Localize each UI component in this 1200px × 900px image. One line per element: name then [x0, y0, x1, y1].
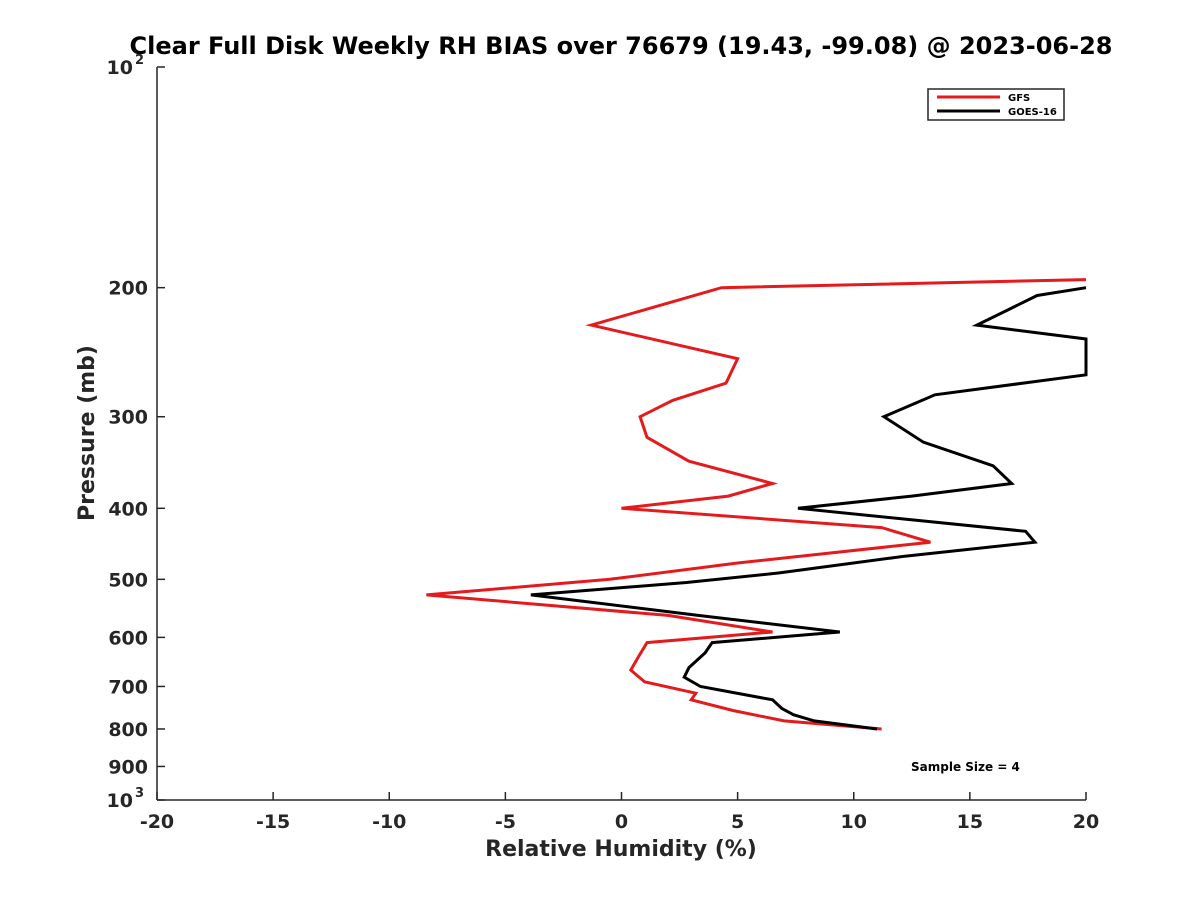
y-tick-label: 300: [108, 407, 148, 429]
legend-label-gfs: GFS: [1008, 93, 1030, 104]
sample-size-annotation: Sample Size = 4: [911, 760, 1020, 774]
y-tick-label: 10: [107, 57, 133, 79]
y-tick-exponent: 3: [135, 786, 144, 801]
y-tick-label: 200: [108, 278, 148, 300]
y-tick-label: 900: [108, 756, 148, 778]
x-tick-label: 15: [957, 811, 983, 833]
x-tick-label: 20: [1073, 811, 1099, 833]
y-tick-label: 10: [107, 790, 133, 812]
y-tick-label: 700: [108, 676, 148, 698]
y-tick-exponent: 2: [135, 53, 144, 68]
x-axis-label: Relative Humidity (%): [485, 837, 757, 862]
x-tick-label: -10: [372, 811, 406, 833]
y-tick-label: 800: [108, 719, 148, 741]
plot-area: -20 -15 -10 -5 0 5 10 15 20 10 220030040050060070…: [107, 53, 1100, 833]
x-tick-label: 5: [731, 811, 744, 833]
x-tick-label: -5: [495, 811, 516, 833]
y-tick-label: 600: [108, 627, 148, 649]
legend-label-goes16: GOES-16: [1008, 107, 1057, 118]
x-tick-label: -15: [256, 811, 290, 833]
x-tick-label: 10: [841, 811, 867, 833]
y-tick-label: 500: [108, 569, 148, 591]
legend-box: [927, 88, 1065, 121]
legend: GFS GOES-16: [927, 88, 1065, 121]
series-line-goes16: [530, 286, 1088, 731]
x-tick-label: -20: [140, 811, 174, 833]
chart-title: Clear Full Disk Weekly RH BIAS over 7667…: [130, 32, 1113, 60]
y-axis-label: Pressure (mb): [75, 345, 100, 521]
series-line-gfs: [426, 278, 1087, 731]
series-lines: [426, 278, 1088, 731]
y-tick-label: 400: [108, 498, 148, 520]
x-axis-ticks: -20 -15 -10 -5 0 5 10 15 20: [140, 792, 1099, 833]
x-tick-label: 0: [615, 811, 628, 833]
